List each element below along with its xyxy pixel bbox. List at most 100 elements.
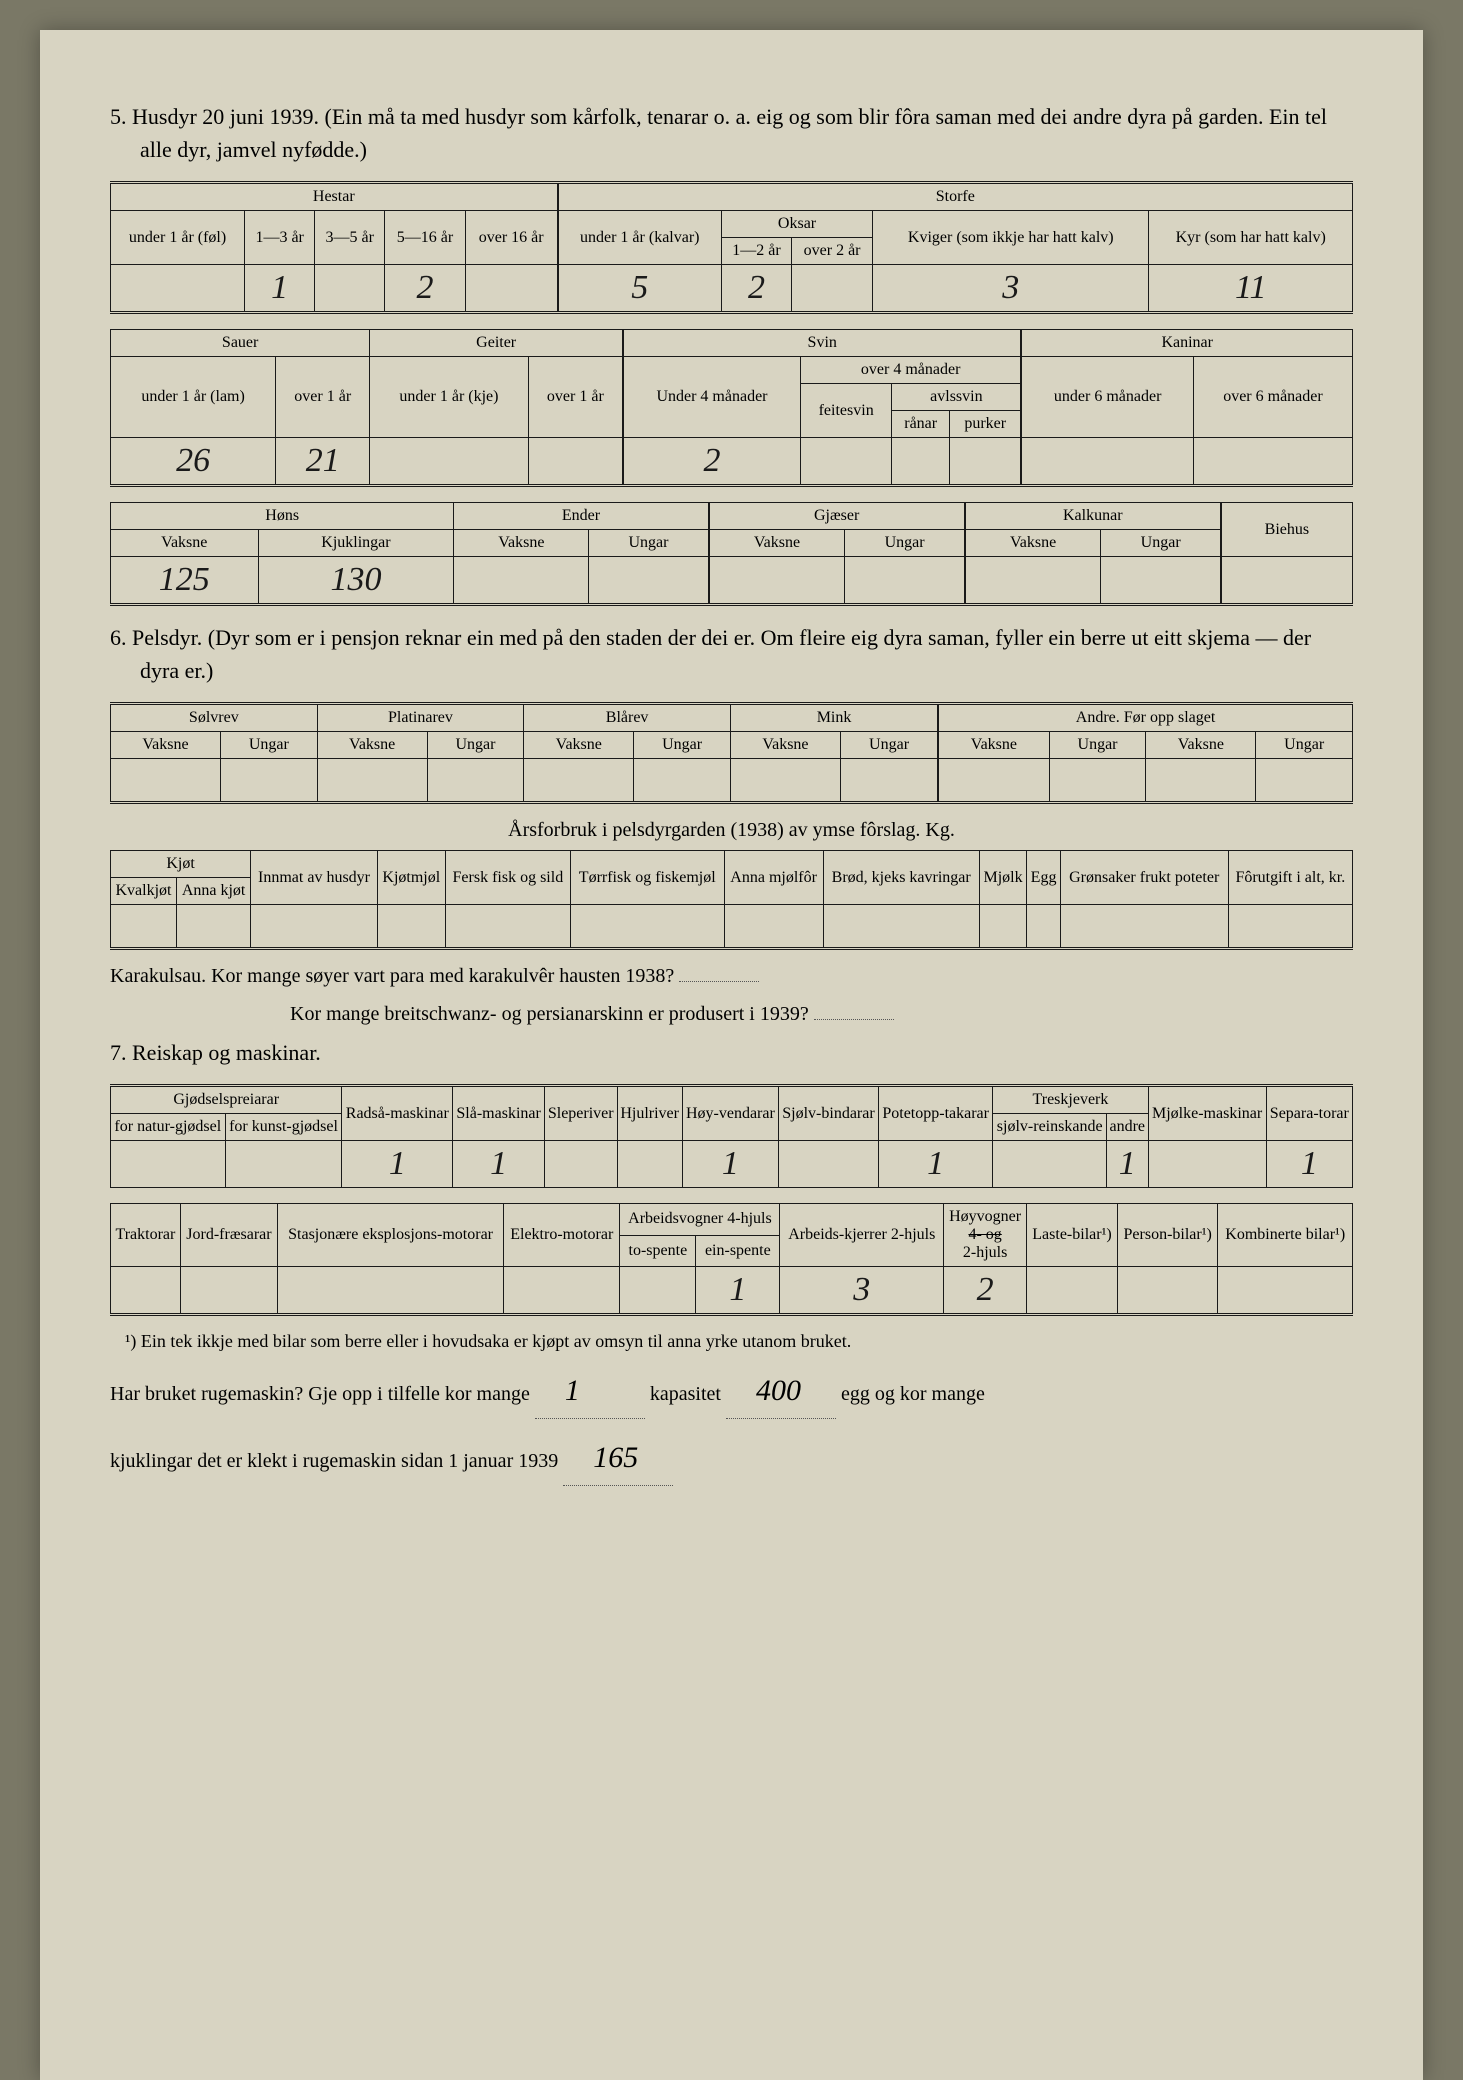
c7b-komb: Kombinerte bilar¹)	[1218, 1204, 1353, 1267]
v7a-3: 1	[453, 1141, 545, 1188]
c7-tr-sj: sjølv-reinskande	[993, 1114, 1107, 1141]
v7a-5	[617, 1141, 682, 1188]
c7b-trak: Traktorar	[111, 1204, 181, 1267]
section-6-title: 6. Pelsdyr. (Dyr som er i pensjon reknar…	[110, 621, 1353, 687]
table-forbruk: Kjøt Innmat av husdyr Kjøtmjøl Fersk fis…	[110, 850, 1353, 950]
val-gj-1	[845, 557, 965, 605]
c7b-stasj: Stasjonære eksplosjons-motorar	[278, 1204, 504, 1267]
col-geiter-1: over 1 år	[528, 357, 623, 438]
col-mi-v: Vaksne	[730, 732, 840, 759]
group-andre: Andre. Før opp slaget	[938, 704, 1352, 732]
table-hons-biehus: Høns Ender Gjæser Kalkunar Biehus Vaksne…	[110, 502, 1353, 606]
col-hestar-3: 5—16 år	[385, 211, 466, 265]
col-an-u1: Ungar	[1049, 732, 1146, 759]
cf-innmat: Innmat av husdyr	[251, 851, 378, 905]
v7a-0	[111, 1141, 226, 1188]
v7a-10: 1	[1106, 1141, 1148, 1188]
table-sauer-svin: Sauer Geiter Svin Kaninar under 1 år (la…	[110, 329, 1353, 487]
group-geiter: Geiter	[370, 330, 623, 357]
val-storfe-0: 5	[558, 265, 722, 313]
forbruk-title: Årsforbruk i pelsdyrgarden (1938) av yms…	[110, 819, 1353, 842]
v7b-6: 3	[780, 1267, 944, 1315]
col-sauer-0: under 1 år (lam)	[111, 357, 276, 438]
c7b-elek: Elektro-motorar	[504, 1204, 620, 1267]
col-svin-over4: over 4 månader	[800, 357, 1021, 384]
col-sauer-1: over 1 år	[276, 357, 370, 438]
cf-egg: Egg	[1027, 851, 1060, 905]
c7-treskje: Treskjeverk	[993, 1086, 1148, 1114]
v7b-3	[504, 1267, 620, 1315]
col-kalk-1: Ungar	[1101, 530, 1221, 557]
v7b-8	[1027, 1267, 1118, 1315]
cf-annakjot: Anna kjøt	[177, 878, 251, 905]
col-hons-0: Vaksne	[111, 530, 259, 557]
col-pl-u: Ungar	[427, 732, 524, 759]
col-storfe-kyr: Kyr (som har hatt kalv)	[1149, 211, 1353, 265]
col-svin-ranar: rånar	[892, 411, 950, 438]
val-ender-0	[454, 557, 589, 605]
col-pl-v: Vaksne	[317, 732, 427, 759]
v7b-5: 1	[696, 1267, 780, 1315]
group-svin: Svin	[623, 330, 1021, 357]
v7a-7	[779, 1141, 879, 1188]
cf-kjot: Kjøt	[111, 851, 251, 878]
val-svin-1	[800, 438, 891, 486]
val-storfe-3: 3	[873, 265, 1149, 313]
val-storfe-2	[792, 265, 873, 313]
val-biehus	[1221, 557, 1353, 605]
val-sauer-0: 26	[111, 438, 276, 486]
val-hons-1: 130	[258, 557, 454, 605]
v7b-10	[1218, 1267, 1353, 1315]
cf-anna: Anna mjølfôr	[724, 851, 823, 905]
col-svin-avls: avlssvin	[892, 384, 1022, 411]
group-kaninar: Kaninar	[1021, 330, 1352, 357]
col-ender-1: Ungar	[589, 530, 709, 557]
v7a-8: 1	[878, 1141, 992, 1188]
v7b-1	[180, 1267, 277, 1315]
cf-gron: Grønsaker frukt poteter	[1060, 851, 1228, 905]
col-oksar-1: over 2 år	[792, 238, 873, 265]
section-7-title: 7. Reiskap og maskinar.	[110, 1036, 1353, 1069]
v7a-4	[544, 1141, 617, 1188]
group-blarev: Blårev	[524, 704, 731, 732]
col-storfe-under1: under 1 år (kalvar)	[558, 211, 722, 265]
val-hestar-2	[315, 265, 385, 313]
group-storfe: Storfe	[558, 183, 1353, 211]
val-storfe-4: 11	[1149, 265, 1353, 313]
group-gjaeser: Gjæser	[709, 503, 965, 530]
group-ender: Ender	[454, 503, 709, 530]
val-ender-1	[589, 557, 709, 605]
footnote-bilar: ¹) Ein tek ikkje med bilar som berre ell…	[135, 1331, 1353, 1352]
col-kalk-0: Vaksne	[965, 530, 1101, 557]
v7b-9	[1117, 1267, 1218, 1315]
val-gj-0	[709, 557, 845, 605]
section-5-title: 5. Husdyr 20 juni 1939. (Ein må ta med h…	[110, 100, 1353, 166]
val-kalk-0	[965, 557, 1101, 605]
val-sauer-1: 21	[276, 438, 370, 486]
col-gj-0: Vaksne	[709, 530, 845, 557]
cf-brod: Brød, kjeks kavringar	[823, 851, 979, 905]
c7-potet: Potetopp-takarar	[878, 1086, 992, 1141]
col-sv-u: Ungar	[221, 732, 318, 759]
col-svin-under4: Under 4 månader	[623, 357, 800, 438]
c7b-laste: Laste-bilar¹)	[1027, 1204, 1118, 1267]
c7-hoyv: Høy-vendarar	[682, 1086, 778, 1141]
val-storfe-1: 2	[721, 265, 791, 313]
v7b-4	[620, 1267, 696, 1315]
rugemaskin-line-2: kjuklingar det er klekt i rugemaskin sid…	[110, 1431, 1353, 1486]
v7b-0	[111, 1267, 181, 1315]
group-kalkunar: Kalkunar	[965, 503, 1221, 530]
v7b-2	[278, 1267, 504, 1315]
col-kaninar-1: over 6 månader	[1193, 357, 1352, 438]
col-bl-v: Vaksne	[524, 732, 634, 759]
group-mink: Mink	[730, 704, 938, 732]
rugemaskin-count: 1	[535, 1364, 645, 1419]
c7-gjodsel: Gjødselspreiarar	[111, 1086, 342, 1114]
rugemaskin-klekt: 165	[563, 1431, 673, 1486]
val-kalk-1	[1101, 557, 1221, 605]
c7b-hoy: Høyvogner 4- og 2-hjuls	[944, 1204, 1027, 1267]
c7-gj-kunst: for kunst-gjødsel	[225, 1114, 342, 1141]
pelsdyr-cell	[111, 759, 221, 803]
val-kan-1	[1193, 438, 1352, 486]
v7a-12: 1	[1266, 1141, 1352, 1188]
